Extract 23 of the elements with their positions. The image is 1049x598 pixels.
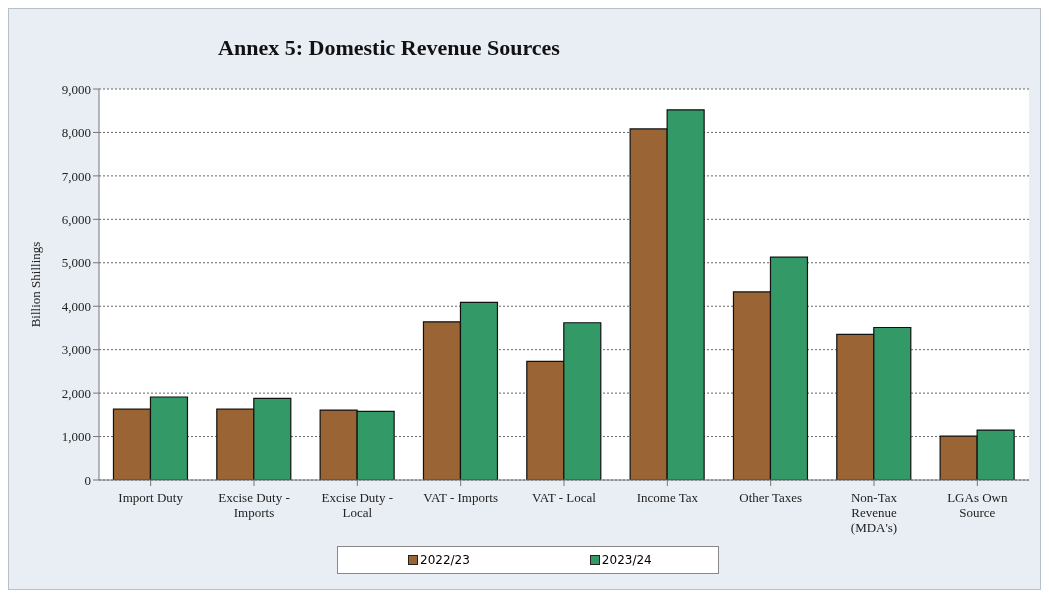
x-tick-label: Non-Tax Revenue (MDA's)	[850, 490, 898, 535]
y-tick-label: 1,000	[61, 429, 91, 445]
x-tick-label: Other Taxes	[739, 490, 803, 505]
legend-label: 2022/23	[419, 553, 470, 567]
legend-label: 2023/24	[600, 553, 652, 567]
x-tick-label: LGAs Own Source	[947, 490, 1008, 520]
x-tick-label: Import Duty	[118, 490, 184, 505]
x-tick-label: VAT - Local	[532, 490, 597, 505]
x-tick-label: VAT - Imports	[423, 490, 498, 505]
y-axis-title: Billion Shillings	[27, 241, 43, 328]
y-tick-label: 0	[84, 472, 91, 488]
x-tick-label: Income Tax	[636, 490, 699, 505]
y-tick-label: 6,000	[61, 211, 91, 227]
y-tick-label: 3,000	[61, 342, 91, 358]
y-tick-label: 7,000	[61, 168, 91, 184]
y-tick-label: 2,000	[61, 385, 91, 401]
x-tick-label: Excise Duty - Imports	[218, 490, 290, 520]
x-tick-label: Excise Duty - Local	[321, 490, 394, 520]
y-tick-label: 8,000	[61, 125, 91, 141]
chart-title: Annex 5: Domestic Revenue Sources	[217, 35, 561, 61]
y-tick-label: 4,000	[61, 298, 91, 314]
y-tick-label: 9,000	[61, 81, 91, 97]
y-tick-label: 5,000	[61, 255, 91, 271]
